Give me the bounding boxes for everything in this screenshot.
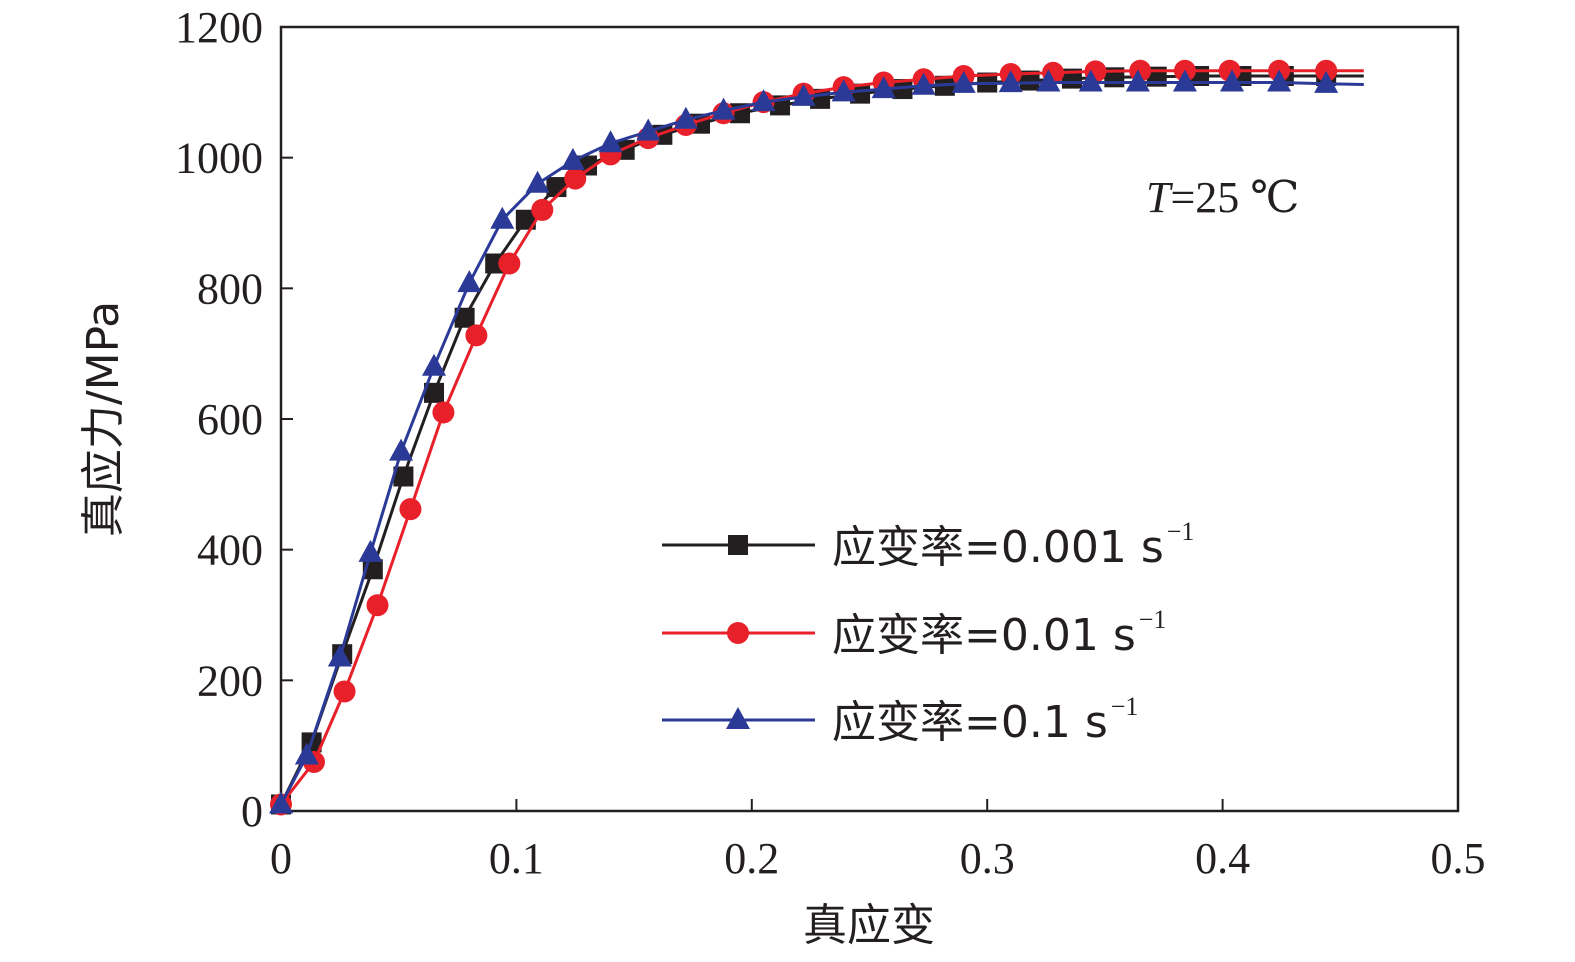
temperature-annotation: T=25 ℃ — [1146, 173, 1300, 222]
data-point — [515, 209, 536, 230]
x-tick-label: 0 — [270, 834, 292, 883]
y-tick-label: 1200 — [175, 3, 263, 52]
data-point — [546, 177, 567, 198]
data-point — [1314, 70, 1339, 93]
data-point — [751, 89, 776, 112]
data-point — [850, 83, 871, 104]
data-point — [294, 742, 319, 765]
data-point — [831, 79, 856, 102]
y-tick-label: 400 — [197, 526, 263, 575]
legend-marker — [726, 707, 750, 729]
x-axis-title: 真应变 — [803, 900, 935, 951]
legend-item: 应变率=0.01 s −1 — [662, 605, 1166, 661]
x-tick-label: 0.5 — [1431, 834, 1486, 883]
y-tick-label: 1000 — [175, 134, 263, 183]
legend-item: 应变率=0.001 s −1 — [662, 517, 1194, 573]
y-tick-label: 200 — [197, 656, 263, 705]
data-point — [393, 466, 414, 487]
annotation-rest: =25 ℃ — [1170, 173, 1299, 222]
data-point — [1267, 69, 1292, 92]
data-point — [951, 70, 976, 93]
data-point — [269, 791, 293, 814]
data-point — [366, 594, 389, 617]
legend-label: 应变率=0.1 s −1 — [832, 692, 1138, 748]
data-point — [1078, 69, 1103, 92]
x-tick-label: 0.1 — [489, 834, 544, 883]
data-point — [911, 72, 936, 95]
data-point — [327, 644, 352, 667]
data-point — [598, 130, 623, 153]
x-tick-label: 0.2 — [724, 834, 779, 883]
y-tick-label: 800 — [197, 264, 263, 313]
y-tick-label: 600 — [197, 395, 263, 444]
data-point — [871, 76, 896, 99]
data-point — [424, 382, 445, 403]
data-point — [1036, 69, 1061, 92]
data-point — [1220, 69, 1245, 92]
data-point — [998, 70, 1023, 93]
data-point — [564, 167, 587, 190]
legend-label: 应变率=0.01 s −1 — [832, 605, 1166, 661]
annotation-italic: T — [1146, 173, 1174, 222]
data-point — [525, 170, 550, 193]
data-point — [711, 97, 736, 120]
data-point — [399, 498, 422, 521]
axis-ticks: 0 0.1 0.2 0.3 0.4 0.5 0 200 400 600 800 1000 1200 — [175, 3, 1486, 883]
data-point — [636, 118, 661, 141]
data-point — [389, 438, 414, 461]
legend-item: 应变率=0.1 s −1 — [662, 692, 1138, 748]
data-point — [465, 324, 488, 347]
data-point — [673, 106, 698, 129]
data-point — [1019, 70, 1040, 91]
legend-marker — [727, 622, 749, 644]
data-point — [457, 270, 482, 293]
data-point — [892, 79, 913, 100]
y-tick-label: 0 — [241, 787, 263, 836]
y-axis-title: 真应力/MPa — [78, 301, 129, 537]
x-tick-label: 0.3 — [960, 834, 1015, 883]
data-point — [358, 539, 383, 562]
legend-marker — [728, 535, 748, 555]
series-triangle — [269, 69, 1364, 814]
data-point — [422, 353, 447, 376]
data-point — [1125, 69, 1150, 92]
plot-frame — [279, 25, 1460, 813]
data-point — [791, 83, 816, 106]
legend-label: 应变率=0.001 s −1 — [832, 517, 1194, 573]
data-point — [490, 206, 515, 229]
data-point — [498, 252, 521, 275]
data-point — [560, 147, 585, 170]
data-point — [1315, 59, 1338, 82]
x-tick-label: 0.4 — [1195, 834, 1250, 883]
data-point — [1172, 69, 1197, 92]
series-group — [269, 59, 1364, 816]
data-point — [333, 680, 356, 703]
data-point — [531, 198, 554, 221]
data-point — [432, 401, 455, 424]
data-point — [454, 307, 475, 328]
legend: 应变率=0.001 s −1 应变率=0.01 s −1 应变率=0.1 s −1 — [662, 517, 1194, 748]
